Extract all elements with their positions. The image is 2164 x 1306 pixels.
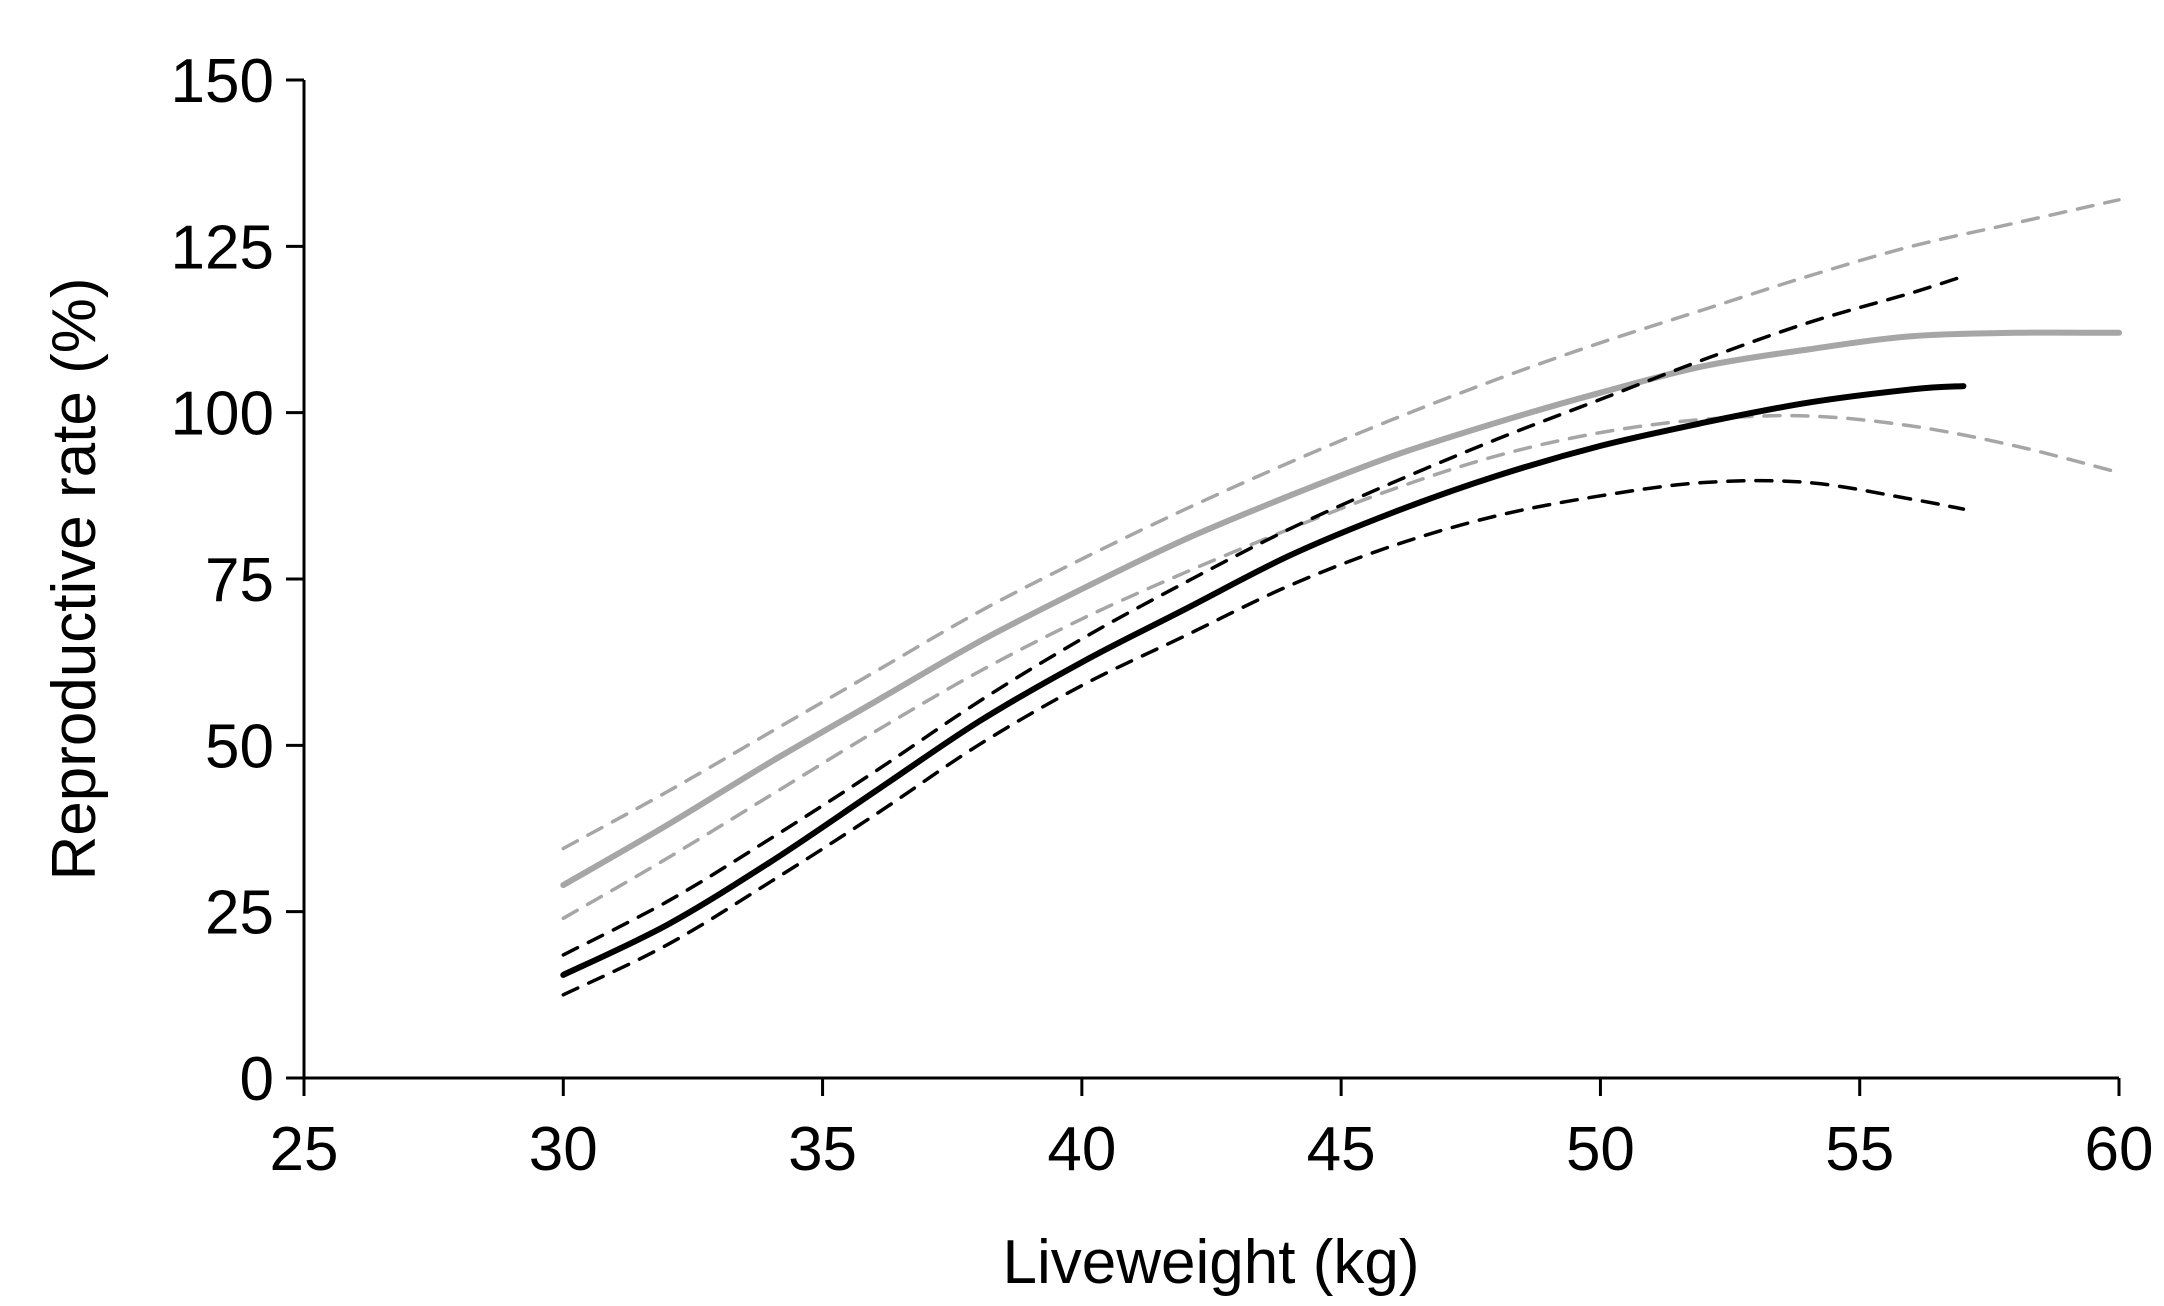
- y-tick-label: 75: [205, 546, 274, 615]
- y-tick-label: 0: [240, 1045, 274, 1114]
- y-tick-label: 100: [171, 380, 274, 449]
- x-tick-label: 45: [1307, 1115, 1376, 1184]
- series-line-grey-upper-ci: [561, 198, 2121, 851]
- x-tick-label: 50: [1566, 1115, 1635, 1184]
- series-line-grey-lower-ci: [561, 413, 2121, 921]
- x-axis-label: Liveweight (kg): [1003, 1228, 1420, 1297]
- y-tick-label: 125: [171, 213, 274, 282]
- series-line-grey-fit: [560, 329, 2122, 889]
- x-tick-label: 60: [2085, 1115, 2154, 1184]
- series-line-black-upper-ci: [561, 274, 1966, 957]
- x-tick-label: 30: [529, 1115, 598, 1184]
- x-tick-label: 55: [1825, 1115, 1894, 1184]
- x-tick-label: 35: [788, 1115, 857, 1184]
- series-line-black-fit: [560, 383, 1967, 978]
- y-tick-label: 150: [171, 47, 274, 116]
- series-layer: [560, 198, 2122, 997]
- x-tick-label: 25: [270, 1115, 339, 1184]
- y-tick-label: 25: [205, 879, 274, 948]
- x-tick-label: 40: [1047, 1115, 1116, 1184]
- y-tick-label: 50: [205, 712, 274, 781]
- y-axis-label: Reproductive rate (%): [40, 277, 109, 880]
- series-line-black-lower-ci: [561, 478, 1966, 997]
